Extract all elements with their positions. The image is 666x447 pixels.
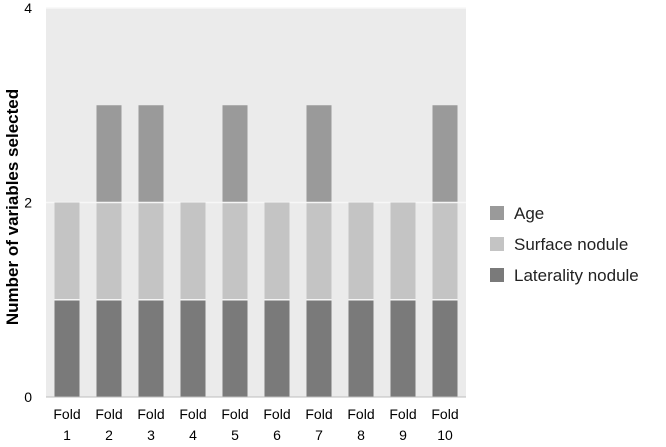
x-tick-label: Fold 1 xyxy=(53,406,80,443)
bar-segment xyxy=(222,299,248,397)
bar-segment xyxy=(138,202,164,300)
legend-swatch xyxy=(490,237,504,251)
bar-segment xyxy=(390,202,416,300)
bar-segment xyxy=(54,202,80,300)
bar-segment xyxy=(264,202,290,300)
bar-segment xyxy=(54,299,80,397)
bar-segment xyxy=(138,105,164,203)
bars xyxy=(54,105,458,397)
legend-label: Age xyxy=(514,204,544,223)
x-tick-label: Fold 6 xyxy=(263,406,290,443)
x-tick-label: Fold 3 xyxy=(137,406,164,443)
bar-segment xyxy=(432,105,458,203)
bar-segment xyxy=(306,299,332,397)
legend-swatch xyxy=(490,268,504,282)
bar-segment xyxy=(306,105,332,203)
y-tick-labels: 0 2 4 xyxy=(24,0,32,405)
x-tick-label: Fold 10 xyxy=(431,406,458,443)
bar-segment xyxy=(348,202,374,300)
y-tick-label: 0 xyxy=(24,389,32,405)
bar-segment xyxy=(96,202,122,300)
bar-segment xyxy=(264,299,290,397)
x-tick-label: Fold 5 xyxy=(221,406,248,443)
y-tick-label: 2 xyxy=(24,195,32,211)
bar-segment xyxy=(432,202,458,300)
bar-segment xyxy=(306,202,332,300)
bar-segment xyxy=(222,105,248,203)
bar-segment xyxy=(96,105,122,203)
y-axis-label: Number of variables selected xyxy=(3,89,22,325)
bar-segment xyxy=(390,299,416,397)
x-tick-labels: Fold 1 Fold 2 Fold 3 Fold 4 Fold 5 Fold 6 Fold 7 Fold 8… xyxy=(53,406,458,443)
legend-swatch xyxy=(490,206,504,220)
bar-segment xyxy=(348,299,374,397)
legend-label: Laterality nodule xyxy=(514,266,639,285)
bar-segment xyxy=(222,202,248,300)
x-tick-label: Fold 7 xyxy=(305,406,332,443)
bar-segment xyxy=(96,299,122,397)
bar-segment xyxy=(432,299,458,397)
legend-label: Surface nodule xyxy=(514,235,628,254)
x-tick-label: Fold 2 xyxy=(95,406,122,443)
x-tick-label: Fold 9 xyxy=(389,406,416,443)
x-tick-label: Fold 8 xyxy=(347,406,374,443)
bar-segment xyxy=(180,299,206,397)
x-tick-label: Fold 4 xyxy=(179,406,206,443)
y-tick-label: 4 xyxy=(24,0,32,16)
legend: Age Surface nodule Laterality nodule xyxy=(490,204,639,285)
bar-segment xyxy=(138,299,164,397)
bar-segment xyxy=(180,202,206,300)
